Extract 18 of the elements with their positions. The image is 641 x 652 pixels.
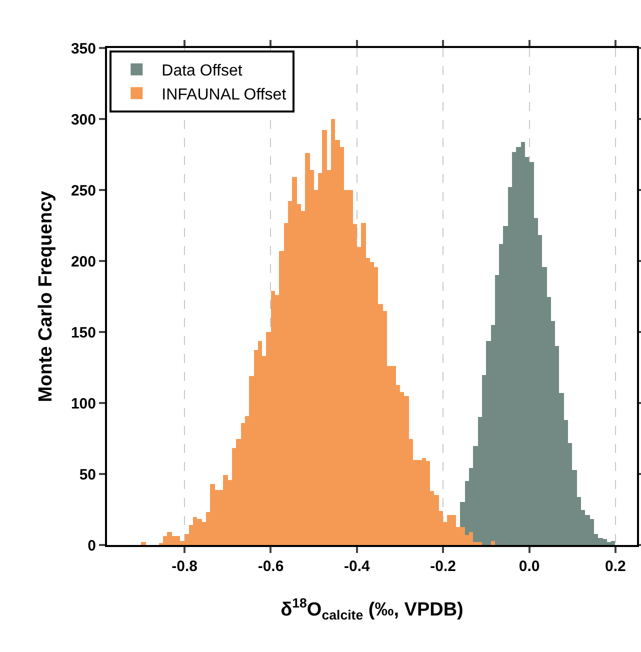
x-tick-label: -0.2 — [430, 558, 456, 575]
x-axis-title: δ$^{18}$O$_{calcite}$ (‰, VPDB) — [280, 595, 464, 622]
y-tick-label: 150 — [70, 324, 96, 342]
x-tick-label: 0.0 — [518, 558, 540, 575]
legend-label: INFAUNAL Offset — [162, 86, 287, 104]
y-tick-label: 100 — [70, 395, 96, 412]
x-tick-label: -0.4 — [344, 558, 370, 575]
legend-label: Data Offset — [162, 62, 243, 80]
x-tick-label: 0.2 — [605, 558, 626, 575]
x-tick-label: -0.6 — [258, 558, 284, 575]
y-tick-label: 300 — [70, 111, 96, 128]
y-tick-label: 50 — [79, 466, 96, 484]
y-tick-label: 0 — [88, 537, 96, 554]
x-tick-label: -0.8 — [172, 558, 198, 575]
y-tick-label: 250 — [70, 182, 96, 200]
y-tick-label: 200 — [70, 253, 96, 270]
y-axis-title: Monte Carlo Frequency — [35, 190, 56, 402]
y-tick-label: 350 — [70, 40, 96, 58]
